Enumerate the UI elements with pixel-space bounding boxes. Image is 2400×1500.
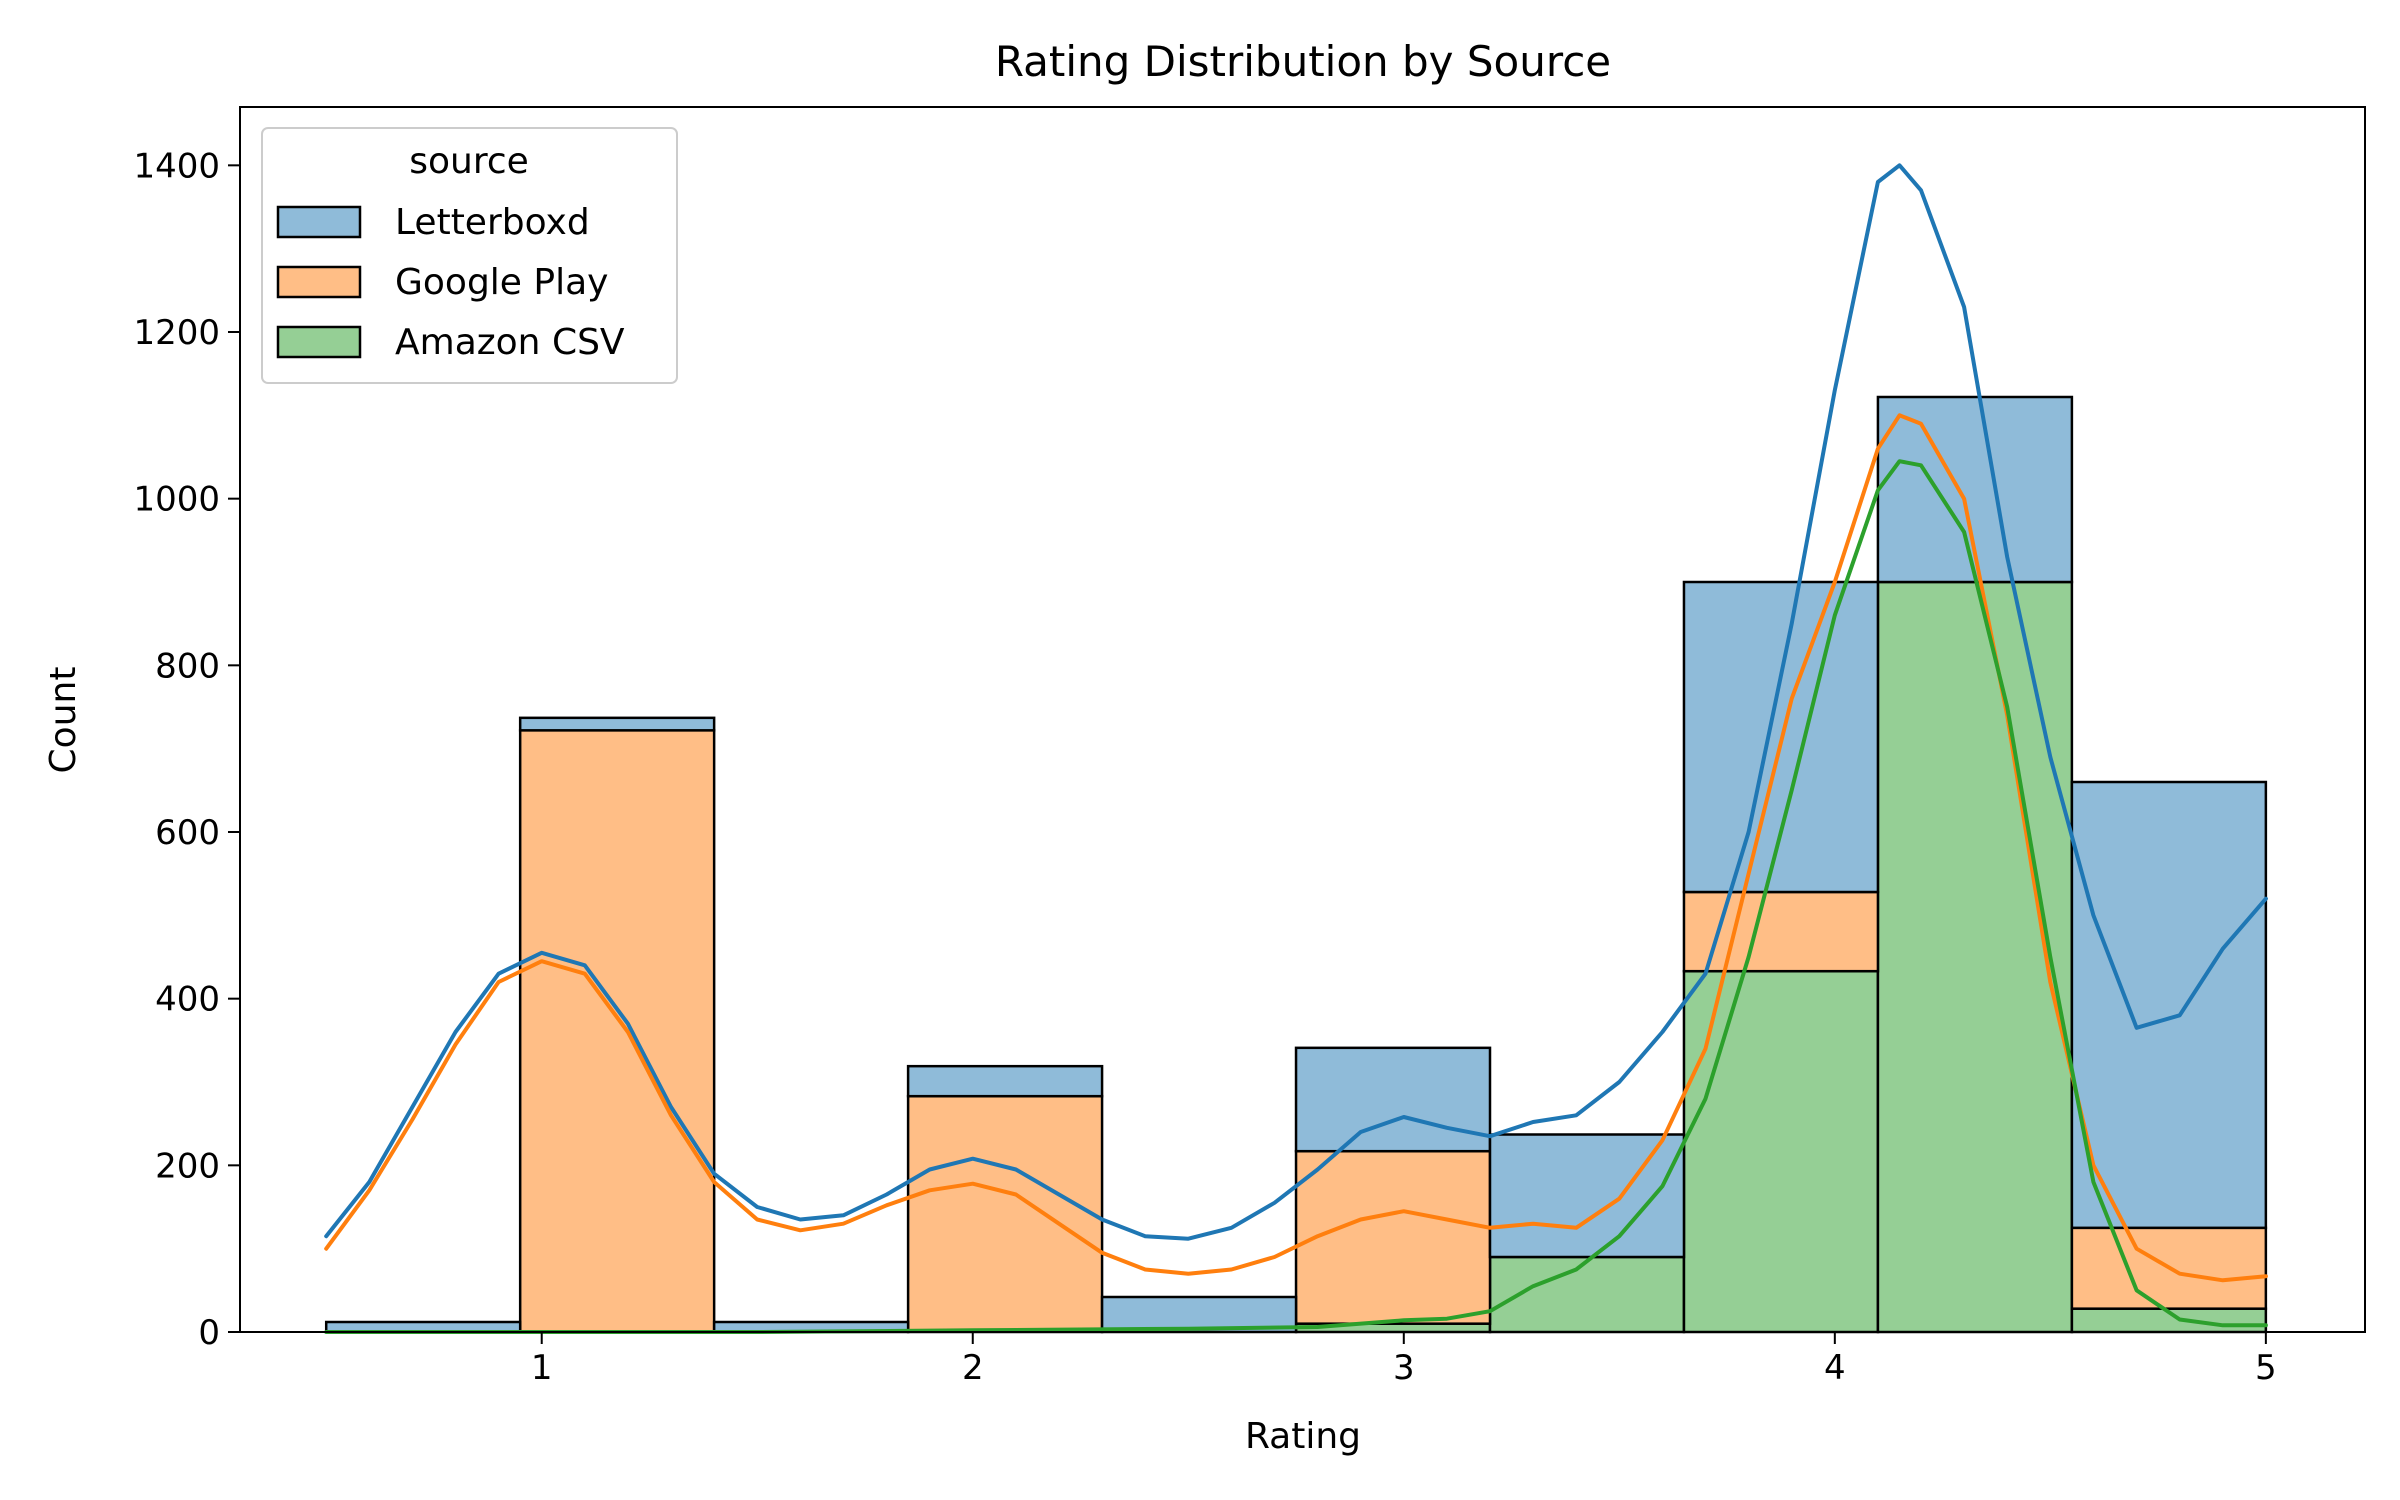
y-axis-label: Count (43, 667, 84, 774)
legend-frame (261, 127, 678, 384)
chart-title: Rating Distribution by Source (995, 37, 1611, 86)
plot-frame (239, 106, 2366, 1333)
y-tick-label: 1200 (133, 313, 220, 353)
kde-line-google-play (324, 413, 2268, 1283)
bar (1682, 890, 1880, 973)
bar (2070, 780, 2268, 1230)
y-tick-label: 600 (155, 813, 220, 853)
x-tick-label: 4 (1824, 1348, 1846, 1388)
y-tick-label: 200 (155, 1146, 220, 1186)
legend-title: source (409, 141, 529, 182)
x-tick-label: 3 (1393, 1348, 1415, 1388)
y-axis: 0 200 400 600 800 1000 1200 1400 (133, 146, 240, 1353)
legend-label: Google Play (395, 262, 608, 303)
x-tick-label: 5 (2255, 1348, 2277, 1388)
bar (906, 1094, 1104, 1334)
x-axis-label: Rating (1245, 1416, 1361, 1457)
legend-label: Amazon CSV (395, 322, 625, 363)
y-tick-label: 0 (198, 1313, 220, 1353)
series-google-play (518, 729, 2268, 1334)
y-tick-label: 1400 (133, 146, 220, 186)
bar (1682, 580, 1880, 894)
legend-swatch (276, 265, 362, 299)
y-tick-label: 800 (155, 646, 220, 686)
legend: source Letterboxd Google Play Amazon CSV (261, 127, 678, 384)
legend-swatch (276, 325, 362, 359)
bar (906, 1064, 1104, 1098)
y-tick-label: 400 (155, 980, 220, 1020)
bar (1294, 1046, 1492, 1153)
legend-swatch (276, 205, 362, 239)
bar (518, 716, 716, 732)
legend-label: Letterboxd (395, 202, 590, 243)
bar (1876, 580, 2074, 1334)
kde-line-amazon-csv (324, 459, 2268, 1334)
x-axis: 1 2 3 4 5 (531, 1332, 2277, 1388)
y-tick-label: 1000 (133, 480, 220, 520)
bar (1294, 1149, 1492, 1325)
x-tick-label: 2 (962, 1348, 984, 1388)
plot-area (324, 163, 2268, 1334)
bar (518, 729, 716, 1334)
x-tick-label: 1 (531, 1348, 553, 1388)
kde-line-letterboxd (324, 163, 2268, 1241)
bar (1100, 1295, 1298, 1334)
